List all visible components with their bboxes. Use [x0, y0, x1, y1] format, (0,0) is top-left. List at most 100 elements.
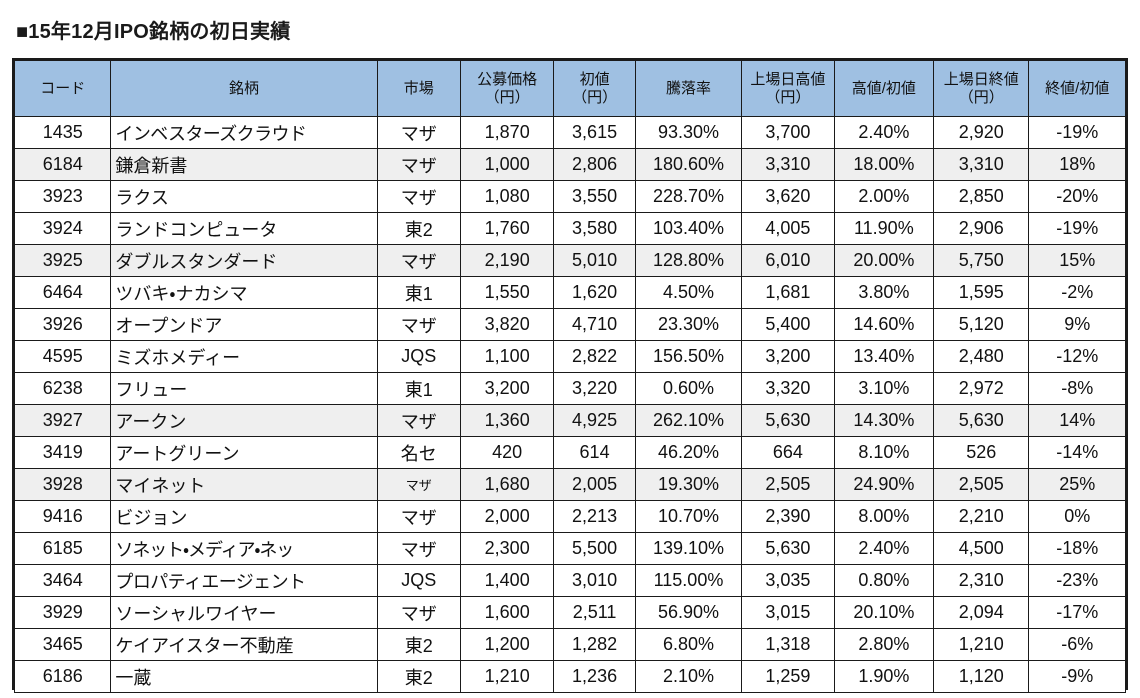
cell-name: プロパティエージェント	[110, 564, 378, 597]
cell-initial-price: 1,282	[553, 628, 636, 661]
cell-offer-price: 2,190	[459, 244, 555, 277]
cell-close-over-initial: -6%	[1028, 628, 1126, 661]
cell-offer-price: 1,600	[459, 596, 555, 629]
cell-day-close: 526	[933, 436, 1030, 469]
column-header-high-over-initial-label: 高値/初値	[851, 79, 916, 97]
cell-day-close: 2,505	[933, 468, 1030, 501]
cell-code: 6238	[13, 372, 112, 405]
cell-market: マザ	[376, 596, 461, 629]
cell-day-close: 1,120	[933, 660, 1030, 693]
cell-day-close: 5,750	[933, 244, 1030, 277]
cell-day-high: 664	[741, 436, 835, 469]
page-title-text: ■15年12月IPO銘柄の初日実績	[16, 20, 291, 43]
cell-high-over-initial: 1.90%	[833, 660, 935, 693]
cell-day-close: 5,630	[933, 404, 1030, 437]
cell-high-over-initial: 2.40%	[833, 532, 935, 565]
cell-code: 1435	[13, 116, 112, 149]
table-row: 6184 鎌倉新書 マザ 1,000 2,806 180.60% 3,310 18.00% 3,…	[13, 148, 1126, 181]
cell-name: 一蔵	[110, 660, 378, 693]
cell-name: ダブルスタンダード	[110, 244, 378, 277]
column-header-change-rate: 騰落率	[634, 60, 743, 117]
table-row: 3925 ダブルスタンダード マザ 2,190 5,010 128.80% 6,010 20.…	[13, 244, 1126, 277]
cell-day-high: 5,630	[741, 404, 835, 437]
column-header-day-close-unit: （円）	[958, 88, 1004, 106]
cell-offer-price: 3,200	[459, 372, 555, 405]
cell-close-over-initial: -23%	[1028, 564, 1126, 597]
cell-offer-price: 1,210	[459, 660, 555, 693]
cell-high-over-initial: 20.00%	[833, 244, 935, 277]
cell-code: 3928	[13, 468, 112, 501]
column-header-offer-price: 公募価格 （円）	[459, 60, 555, 117]
cell-offer-price: 420	[459, 436, 555, 469]
cell-close-over-initial: -9%	[1028, 660, 1126, 693]
table-row: 3928 マイネット マザ 1,680 2,005 19.30% 2,505 24.90% 2,…	[13, 468, 1126, 501]
cell-market: マザ	[376, 180, 461, 213]
cell-name: 鎌倉新書	[110, 148, 378, 181]
cell-code: 3419	[13, 436, 112, 469]
cell-code: 3465	[13, 628, 112, 661]
table-row: 9416 ビジョン マザ 2,000 2,213 10.70% 2,390 8.00% 2,21…	[13, 500, 1126, 533]
cell-initial-price: 3,220	[553, 372, 636, 405]
cell-market: マザ	[376, 532, 461, 565]
table-row: 1435 インベスターズクラウド マザ 1,870 3,615 93.30% 3,700 2.…	[13, 116, 1126, 149]
cell-code: 3926	[13, 308, 112, 341]
cell-close-over-initial: 0%	[1028, 500, 1126, 533]
cell-day-high: 3,620	[741, 180, 835, 213]
cell-high-over-initial: 8.00%	[833, 500, 935, 533]
column-header-initial-price-unit: （円）	[572, 88, 618, 106]
cell-code: 6185	[13, 532, 112, 565]
cell-name: マイネット	[110, 468, 378, 501]
cell-high-over-initial: 0.80%	[833, 564, 935, 597]
cell-close-over-initial: 15%	[1028, 244, 1126, 277]
cell-initial-price: 1,236	[553, 660, 636, 693]
cell-initial-price: 5,500	[553, 532, 636, 565]
cell-high-over-initial: 2.80%	[833, 628, 935, 661]
cell-name: アークン	[110, 404, 378, 437]
cell-name: ツバキ・ナカシマ	[110, 276, 378, 309]
cell-close-over-initial: -19%	[1028, 116, 1126, 149]
column-header-initial-price-label: 初値	[579, 70, 610, 88]
table-row: 3419 アートグリーン 名セ 420 614 46.20% 664 8.10% 526 -14%	[13, 436, 1126, 469]
cell-day-high: 1,318	[741, 628, 835, 661]
cell-offer-price: 1,680	[459, 468, 555, 501]
cell-name: フリュー	[110, 372, 378, 405]
cell-initial-price: 4,710	[553, 308, 636, 341]
cell-high-over-initial: 18.00%	[833, 148, 935, 181]
cell-change-rate: 228.70%	[634, 180, 743, 213]
cell-close-over-initial: -14%	[1028, 436, 1126, 469]
cell-high-over-initial: 14.30%	[833, 404, 935, 437]
cell-day-close: 3,310	[933, 148, 1030, 181]
cell-close-over-initial: -18%	[1028, 532, 1126, 565]
column-header-market-label: 市場	[403, 79, 434, 97]
cell-offer-price: 2,000	[459, 500, 555, 533]
cell-day-close: 2,094	[933, 596, 1030, 629]
cell-day-close: 2,850	[933, 180, 1030, 213]
cell-close-over-initial: 25%	[1028, 468, 1126, 501]
cell-market: マザ	[376, 468, 461, 501]
cell-offer-price: 2,300	[459, 532, 555, 565]
cell-market: 名セ	[376, 436, 461, 469]
cell-high-over-initial: 13.40%	[833, 340, 935, 373]
cell-high-over-initial: 20.10%	[833, 596, 935, 629]
cell-change-rate: 128.80%	[634, 244, 743, 277]
cell-change-rate: 180.60%	[634, 148, 743, 181]
cell-day-close: 5,120	[933, 308, 1030, 341]
cell-change-rate: 56.90%	[634, 596, 743, 629]
column-header-code: コード	[13, 60, 112, 117]
cell-name: オープンドア	[110, 308, 378, 341]
table-row: 3926 オープンドア マザ 3,820 4,710 23.30% 5,400 14.60% 5…	[13, 308, 1126, 341]
column-header-day-high: 上場日高値 （円）	[741, 60, 835, 117]
cell-high-over-initial: 8.10%	[833, 436, 935, 469]
page-title: ■15年12月IPO銘柄の初日実績	[0, 0, 1140, 58]
column-header-close-over-initial: 終値/初値	[1028, 60, 1126, 117]
cell-day-high: 3,035	[741, 564, 835, 597]
cell-offer-price: 1,200	[459, 628, 555, 661]
table-row: 6185 ソネット・メディア・ネッ マザ 2,300 5,500 139.10% 5,630…	[13, 532, 1126, 565]
cell-change-rate: 139.10%	[634, 532, 743, 565]
cell-market: 東1	[376, 372, 461, 405]
cell-market: マザ	[376, 308, 461, 341]
column-header-name: 銘柄	[110, 60, 378, 117]
cell-code: 3927	[13, 404, 112, 437]
cell-close-over-initial: -20%	[1028, 180, 1126, 213]
cell-day-close: 2,210	[933, 500, 1030, 533]
